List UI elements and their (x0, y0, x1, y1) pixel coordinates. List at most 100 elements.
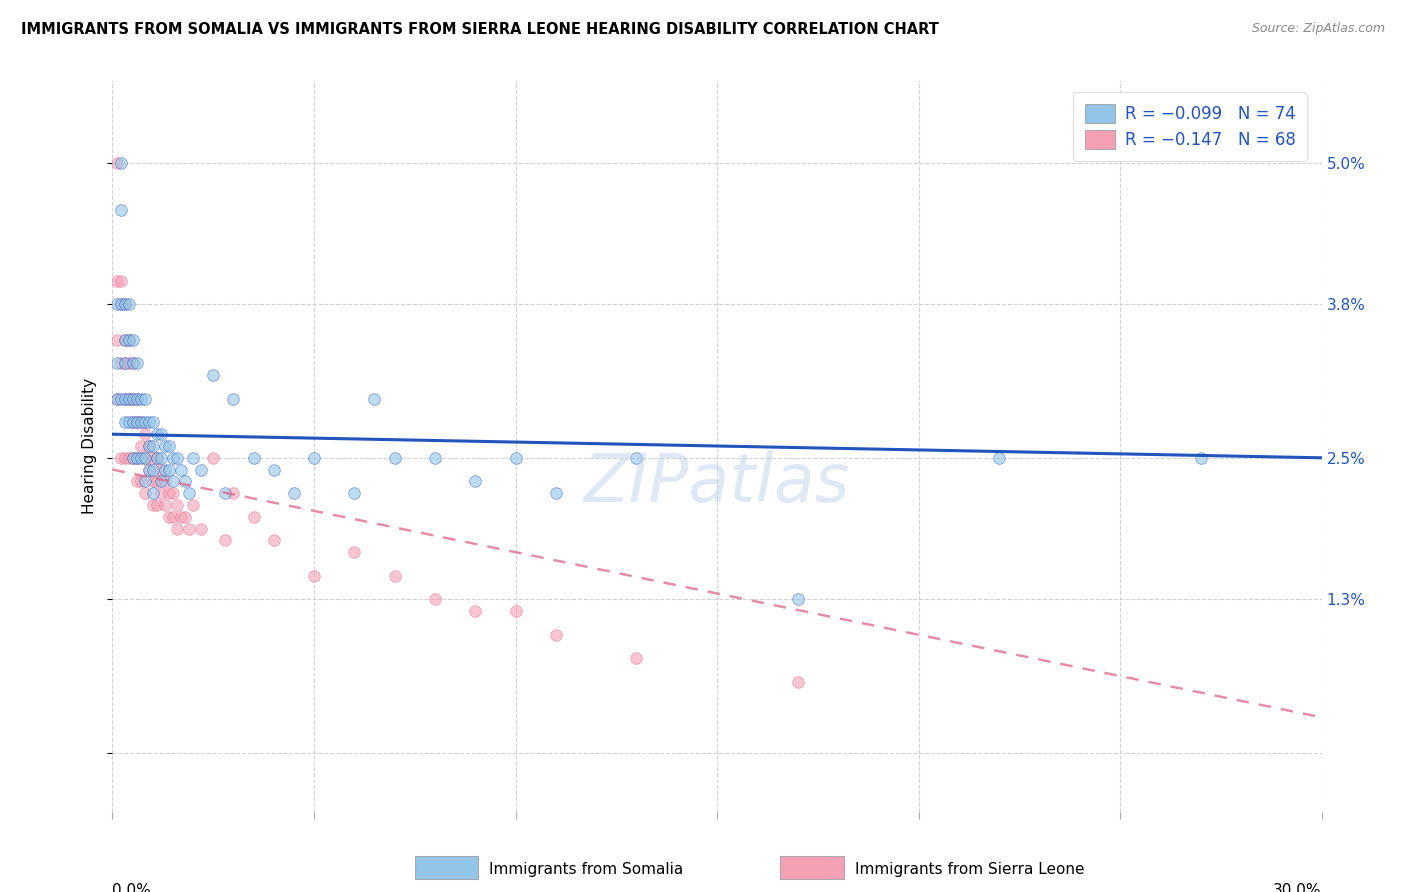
Point (202, 450, 225, 465)
Point (464, 475, 486, 489)
Y-axis label: Hearing Disability: Hearing Disability (82, 378, 97, 514)
Point (114, 297, 136, 311)
Point (153, 498, 176, 512)
Point (214, 486, 236, 500)
Point (283, 486, 305, 500)
Point (146, 427, 169, 442)
Point (134, 486, 156, 500)
Point (174, 509, 197, 524)
Point (162, 486, 184, 500)
Point (190, 462, 212, 476)
Point (142, 486, 165, 500)
Point (302, 450, 325, 465)
Point (384, 568, 406, 582)
Point (117, 450, 139, 465)
Point (343, 486, 366, 500)
Point (166, 498, 188, 512)
Point (121, 392, 143, 406)
Point (343, 545, 366, 559)
Point (114, 392, 136, 406)
Point (114, 450, 136, 465)
Point (146, 450, 169, 465)
Point (121, 333, 143, 347)
Point (263, 462, 285, 476)
Text: Immigrants from Somalia: Immigrants from Somalia (489, 863, 683, 877)
Point (544, 628, 567, 642)
Point (105, 297, 128, 311)
Point (125, 356, 148, 370)
Point (129, 416, 152, 430)
Point (174, 475, 197, 489)
Point (125, 450, 148, 465)
Point (157, 486, 180, 500)
Point (988, 450, 1011, 465)
Point (105, 392, 128, 406)
Point (125, 416, 148, 430)
Point (125, 392, 148, 406)
Point (162, 509, 184, 524)
Point (125, 416, 148, 430)
Point (464, 604, 486, 618)
Point (177, 486, 200, 500)
Point (134, 392, 156, 406)
Point (117, 333, 139, 347)
Point (142, 462, 165, 476)
Point (544, 486, 567, 500)
Point (114, 356, 136, 370)
Point (129, 439, 152, 453)
Legend: R = −0.099   N = 74, R = −0.147   N = 68: R = −0.099 N = 74, R = −0.147 N = 68 (1073, 92, 1308, 161)
Point (138, 462, 160, 476)
Text: 30.0%: 30.0% (1274, 882, 1322, 892)
Point (121, 416, 143, 430)
Point (149, 475, 172, 489)
Point (110, 450, 132, 465)
Point (110, 297, 132, 311)
Point (129, 450, 152, 465)
Point (153, 462, 176, 476)
Point (146, 475, 169, 489)
Point (177, 522, 200, 536)
Point (149, 486, 172, 500)
Point (121, 392, 143, 406)
Point (786, 675, 808, 690)
Point (117, 392, 139, 406)
Point (786, 592, 808, 607)
Point (181, 450, 204, 465)
Point (505, 604, 527, 618)
Point (170, 462, 193, 476)
Point (157, 509, 180, 524)
Point (117, 333, 139, 347)
Point (181, 498, 204, 512)
Point (105, 274, 128, 288)
Point (214, 533, 236, 548)
Point (302, 568, 325, 582)
Text: ZIPatlas: ZIPatlas (583, 450, 851, 516)
Point (149, 462, 172, 476)
Point (138, 439, 160, 453)
Point (222, 486, 245, 500)
Point (157, 462, 180, 476)
Point (114, 297, 136, 311)
Point (626, 651, 648, 665)
Point (153, 439, 176, 453)
Point (149, 450, 172, 465)
Point (117, 392, 139, 406)
Point (105, 333, 128, 347)
Point (117, 297, 139, 311)
Point (142, 498, 165, 512)
Point (134, 416, 156, 430)
Point (114, 333, 136, 347)
Point (138, 439, 160, 453)
Point (129, 416, 152, 430)
Point (384, 450, 406, 465)
Point (129, 392, 152, 406)
Point (121, 450, 143, 465)
Point (134, 475, 156, 489)
Point (166, 522, 188, 536)
Point (162, 475, 184, 489)
Point (129, 475, 152, 489)
Point (202, 368, 225, 383)
Point (153, 475, 176, 489)
Point (114, 392, 136, 406)
Point (162, 450, 184, 465)
